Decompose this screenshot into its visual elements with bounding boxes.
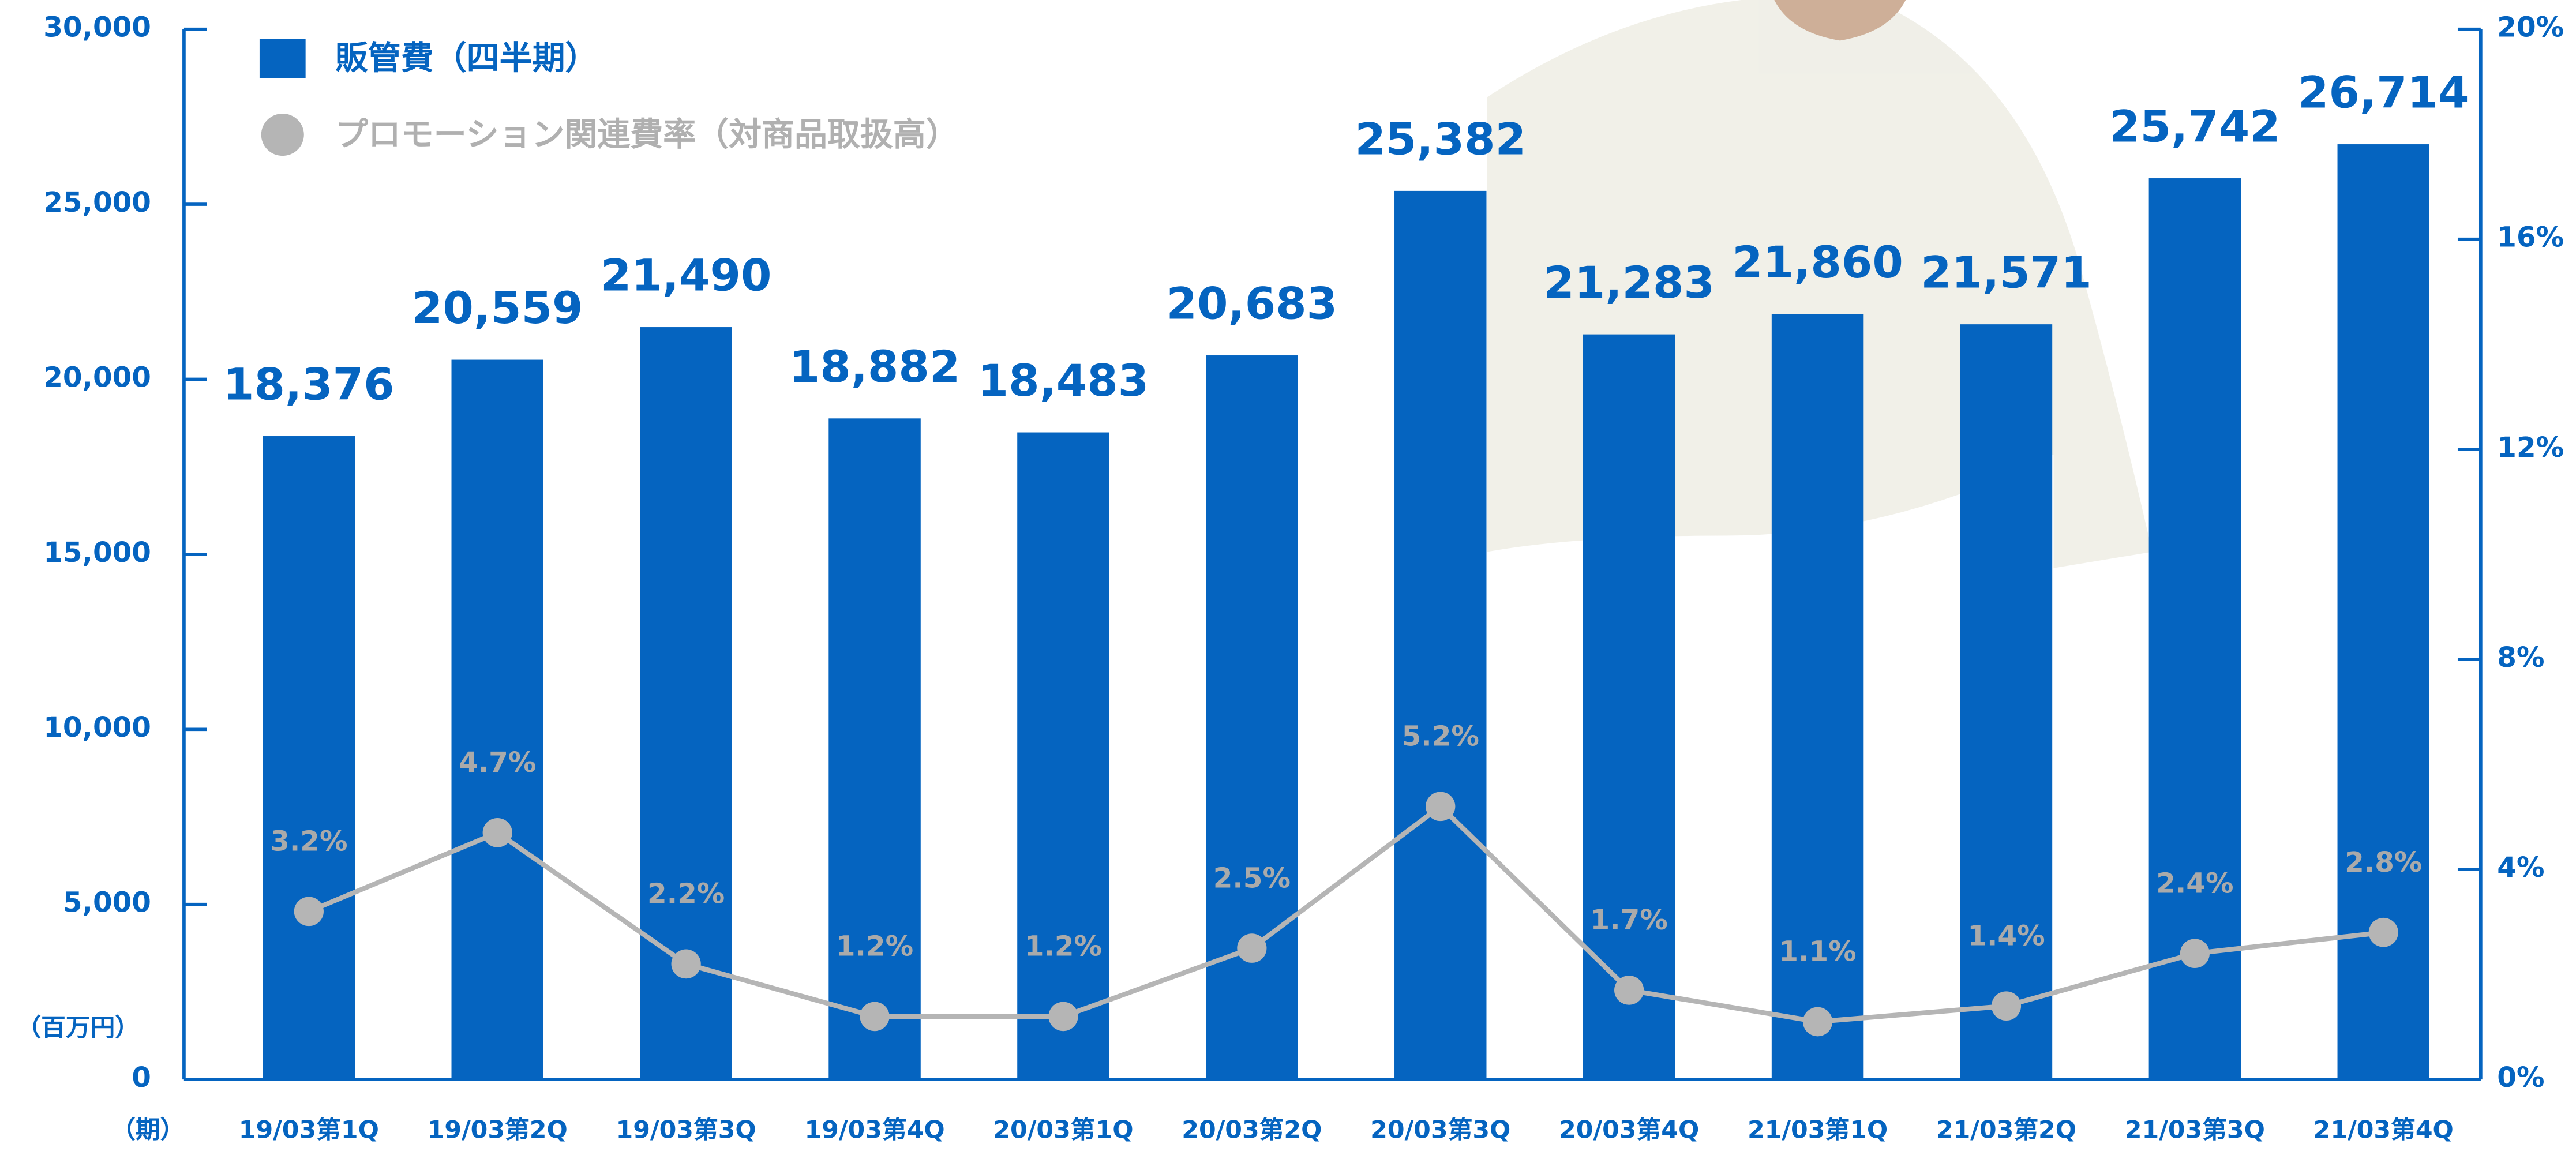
x-tick-label: 20/03第3Q bbox=[1370, 1116, 1510, 1145]
line-label: 2.2% bbox=[647, 878, 725, 910]
bar-label: 26,714 bbox=[2298, 67, 2469, 118]
legend-label: プロモーション関連費率（対商品取扱高） bbox=[335, 115, 959, 153]
bar-label: 25,742 bbox=[2109, 102, 2281, 152]
line-point bbox=[2368, 917, 2398, 947]
line-point bbox=[1802, 1007, 1833, 1037]
bar bbox=[1206, 355, 1298, 1080]
bar bbox=[1583, 334, 1675, 1080]
y-tick-label: 25,000 bbox=[43, 186, 151, 219]
bar bbox=[1017, 432, 1109, 1080]
line-label: 2.8% bbox=[2345, 846, 2422, 879]
y2-tick-label: 8% bbox=[2497, 642, 2544, 674]
y-tick-label: 10,000 bbox=[43, 711, 151, 744]
bar bbox=[2148, 178, 2241, 1080]
line-point bbox=[1614, 976, 1644, 1005]
bar bbox=[263, 436, 355, 1080]
line-point bbox=[1991, 991, 2022, 1021]
x-tick-label: 21/03第3Q bbox=[2125, 1116, 2265, 1145]
x-tick-label: 20/03第4Q bbox=[1559, 1116, 1699, 1145]
bar-label: 21,571 bbox=[1921, 247, 2092, 298]
line bbox=[308, 803, 2384, 1025]
legend-swatch bbox=[261, 113, 304, 156]
line-label: 5.2% bbox=[1402, 721, 1479, 753]
x-axis-label: （期） bbox=[111, 1116, 185, 1145]
line-point bbox=[1048, 1002, 1078, 1032]
y-tick-label: 20,000 bbox=[43, 362, 151, 394]
x-tick-label: 21/03第1Q bbox=[1748, 1116, 1888, 1145]
bar bbox=[1771, 314, 1864, 1080]
x-tick-label: 20/03第2Q bbox=[1182, 1116, 1322, 1145]
line-point bbox=[2180, 939, 2210, 968]
line-point bbox=[1237, 933, 1267, 963]
line-point bbox=[294, 897, 324, 927]
y-tick-label: 15,000 bbox=[43, 537, 151, 569]
y2-tick-label: 0% bbox=[2497, 1062, 2544, 1094]
bar-label: 18,483 bbox=[978, 355, 1149, 406]
bar-label: 18,376 bbox=[223, 359, 395, 410]
line-label: 1.7% bbox=[1591, 904, 1668, 936]
bar-label: 21,283 bbox=[1543, 257, 1715, 308]
line-point bbox=[482, 817, 512, 847]
x-tick-label: 19/03第3Q bbox=[616, 1116, 756, 1145]
line-label: 1.2% bbox=[1025, 931, 1102, 963]
line-point bbox=[671, 949, 701, 979]
x-tick-label: 19/03第1Q bbox=[239, 1116, 379, 1145]
y2-tick-label: 20% bbox=[2497, 12, 2564, 44]
y2-tick-label: 12% bbox=[2497, 432, 2564, 464]
line-point bbox=[1426, 792, 1456, 822]
y-tick-label: 0 bbox=[132, 1062, 151, 1094]
bar-label: 20,683 bbox=[1167, 279, 1338, 329]
bar-label: 21,860 bbox=[1732, 237, 1903, 288]
line-point bbox=[860, 1002, 890, 1032]
bar bbox=[451, 359, 543, 1080]
bar bbox=[1394, 190, 1487, 1080]
bar bbox=[1960, 324, 2053, 1080]
line-label: 3.2% bbox=[270, 826, 347, 858]
line-label: 4.7% bbox=[459, 747, 536, 779]
line-label: 1.4% bbox=[1967, 920, 2045, 952]
x-tick-label: 19/03第4Q bbox=[804, 1116, 944, 1145]
x-tick-label: 21/03第4Q bbox=[2313, 1116, 2454, 1145]
bar-label: 21,490 bbox=[601, 250, 772, 301]
bar bbox=[828, 418, 921, 1080]
bar-label: 18,882 bbox=[789, 342, 961, 392]
bar-label: 20,559 bbox=[412, 283, 583, 333]
y2-tick-label: 4% bbox=[2497, 852, 2544, 884]
x-tick-label: 19/03第2Q bbox=[428, 1116, 568, 1145]
line-label: 2.4% bbox=[2156, 868, 2233, 900]
line-label: 1.2% bbox=[836, 931, 913, 963]
y-tick-label: 5,000 bbox=[63, 887, 151, 919]
x-tick-label: 20/03第1Q bbox=[993, 1116, 1133, 1145]
line-label: 1.1% bbox=[1779, 936, 1856, 968]
y-tick-label: 30,000 bbox=[43, 12, 151, 44]
y-axis-label: （百万円） bbox=[16, 1014, 140, 1042]
x-tick-label: 21/03第2Q bbox=[1936, 1116, 2076, 1145]
y2-tick-label: 16% bbox=[2497, 222, 2564, 254]
legend-swatch bbox=[259, 39, 306, 78]
bar-label: 25,382 bbox=[1355, 114, 1526, 165]
line-label: 2.5% bbox=[1213, 862, 1291, 895]
legend-label: 販管費（四半期） bbox=[335, 39, 598, 77]
